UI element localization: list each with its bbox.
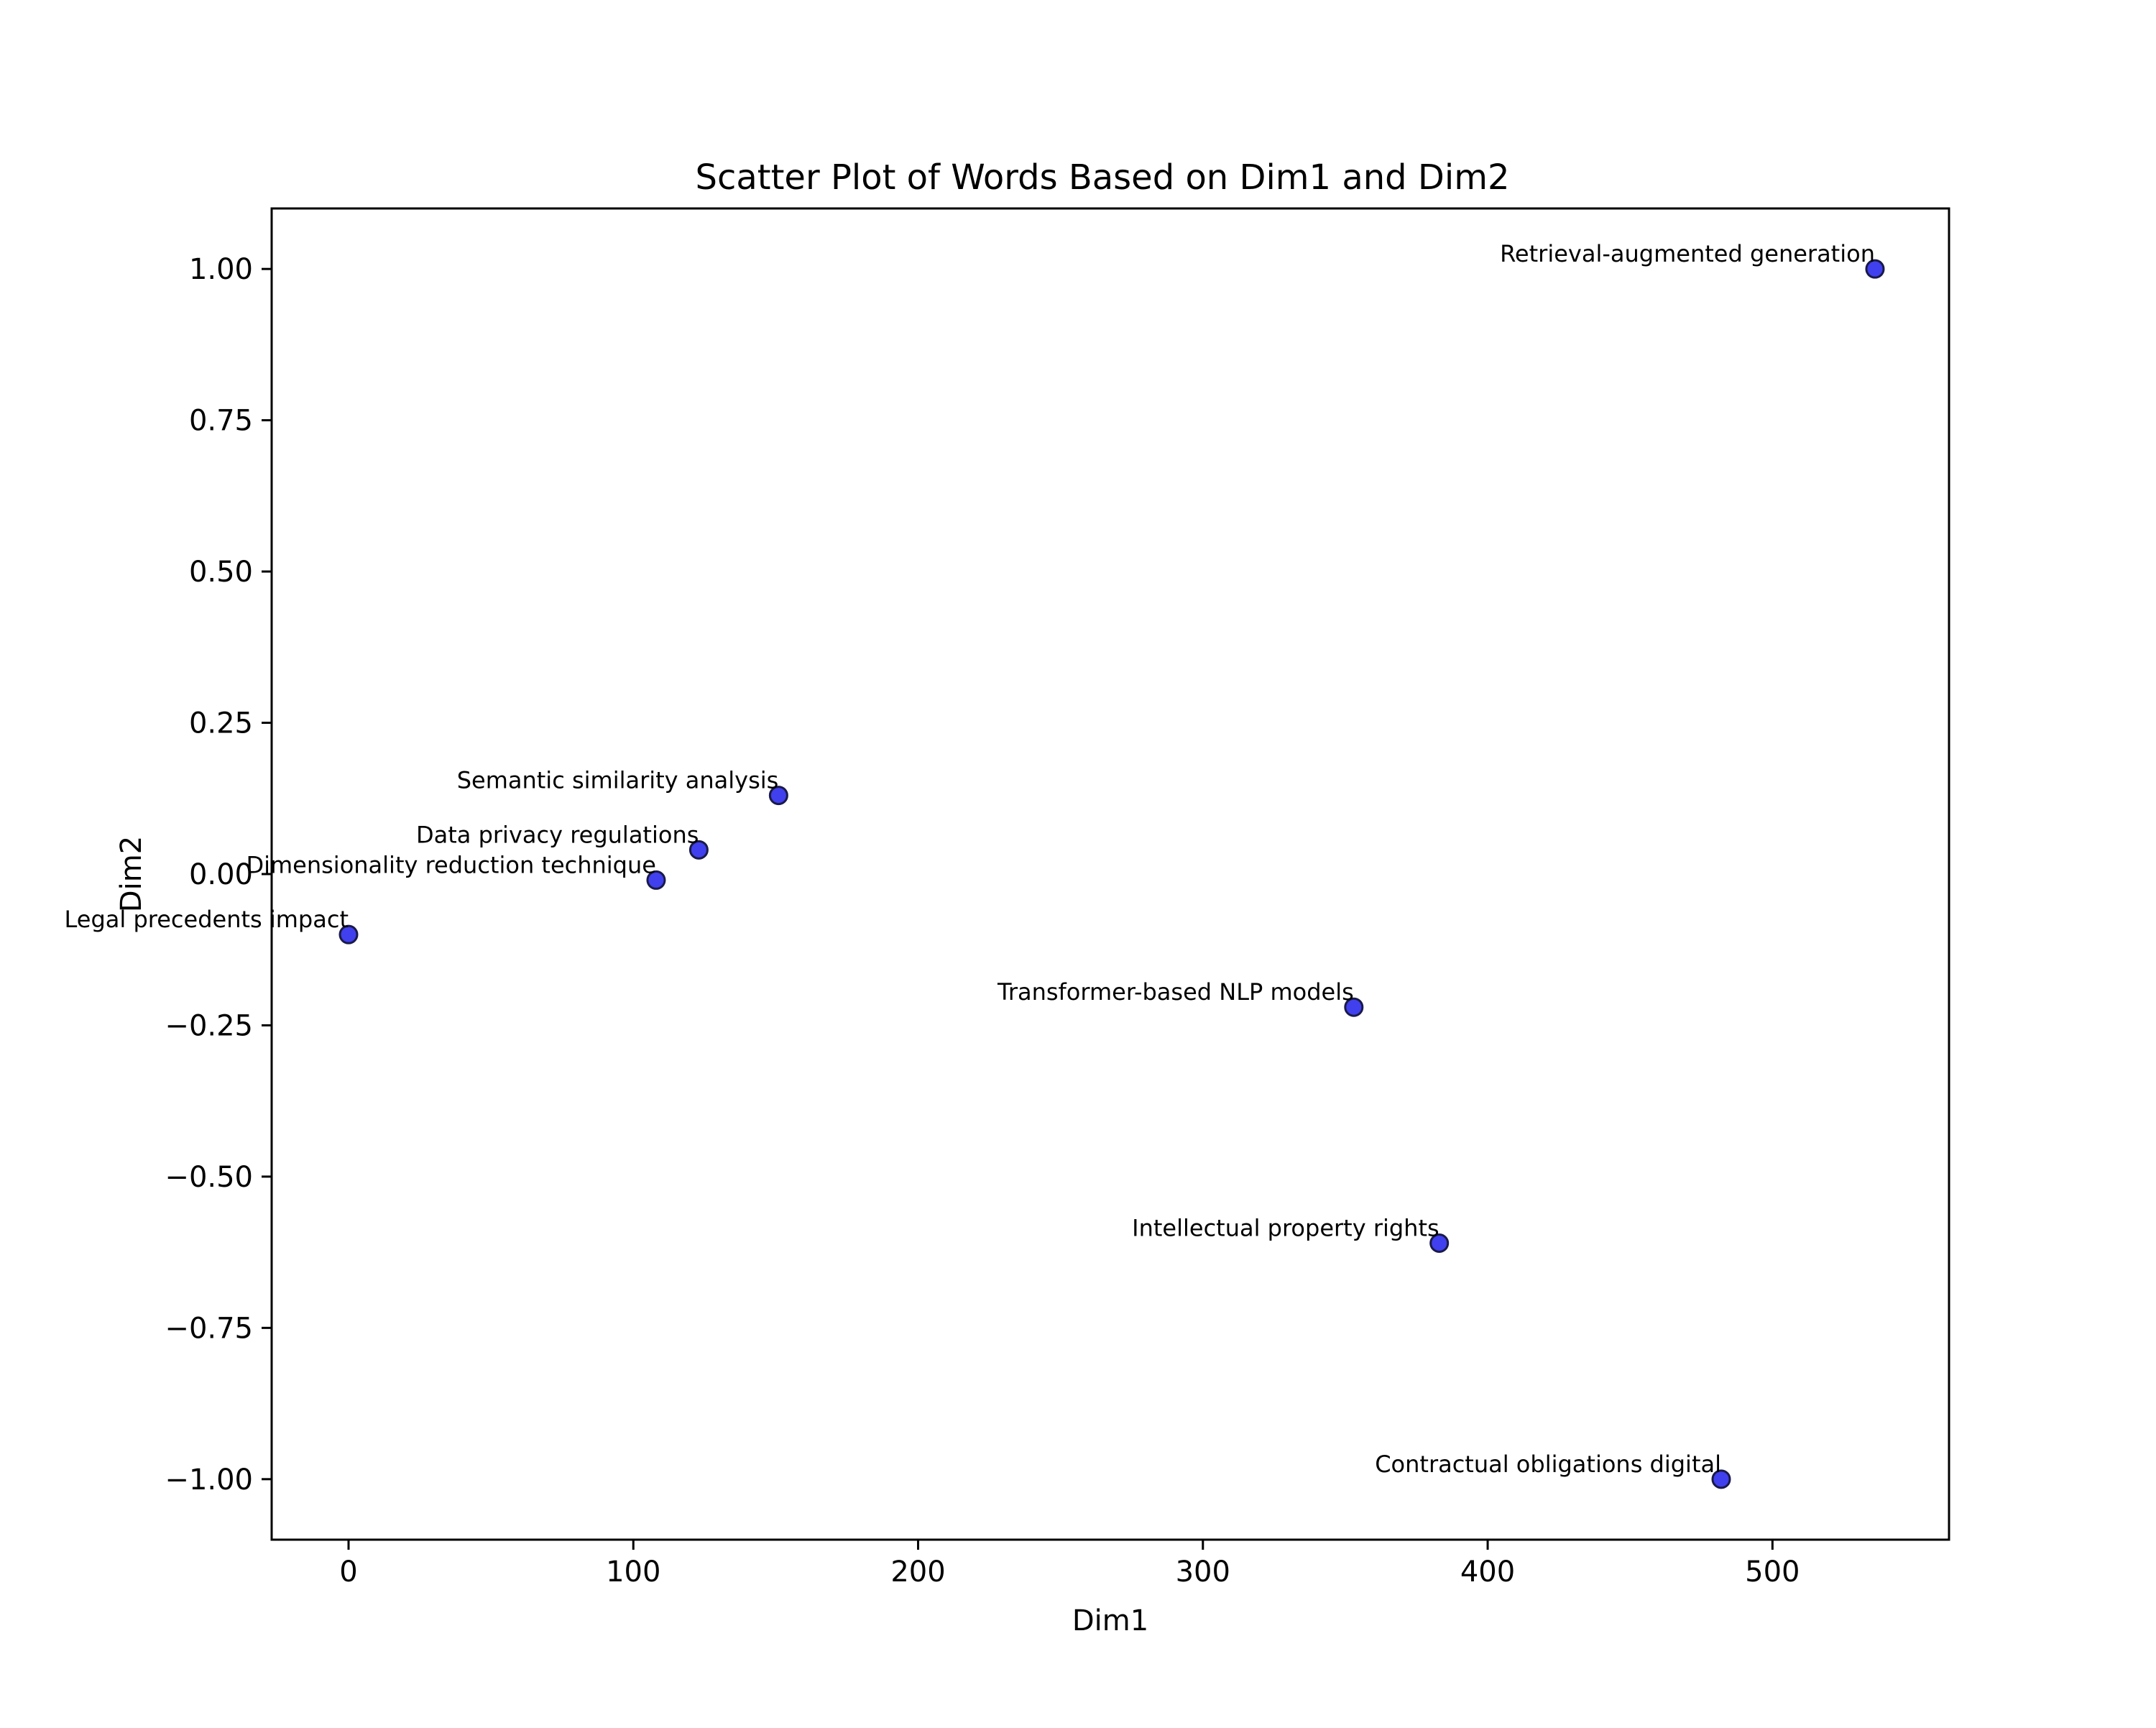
y-tick-label: −0.50 xyxy=(165,1161,253,1194)
y-tick-label: 0.50 xyxy=(189,556,253,589)
point-label: Legal precedents impact xyxy=(65,906,349,933)
data-point xyxy=(1865,259,1885,279)
x-tick-label: 500 xyxy=(1745,1555,1800,1589)
y-tick-label: −0.25 xyxy=(165,1009,253,1042)
point-label: Dimensionality reduction technique xyxy=(246,851,656,878)
point-label: Intellectual property rights xyxy=(1132,1215,1439,1242)
x-tick-label: 400 xyxy=(1460,1555,1515,1589)
point-label: Data privacy regulations xyxy=(416,821,699,848)
x-axis: 0 100 200 300 400 500 xyxy=(339,1540,1800,1589)
data-point xyxy=(1344,997,1364,1017)
x-tick-label: 100 xyxy=(606,1555,660,1589)
data-point xyxy=(1711,1469,1731,1489)
y-axis-label: Dim2 xyxy=(115,836,148,912)
y-tick-label: −1.00 xyxy=(165,1463,253,1497)
x-tick-label: 0 xyxy=(339,1555,357,1589)
x-tick-label: 300 xyxy=(1176,1555,1230,1589)
data-point xyxy=(646,870,666,890)
y-axis: 1.00 0.75 0.50 0.25 0.00 −0.25 −0.50 −0.75 −1.00 xyxy=(165,253,272,1497)
y-tick-label: 0.00 xyxy=(189,858,253,891)
y-tick-label: −0.75 xyxy=(165,1312,253,1345)
point-label: Retrieval-augmented generation xyxy=(1500,240,1875,267)
chart-title: Scatter Plot of Words Based on Dim1 and … xyxy=(696,157,1510,198)
y-tick-label: 0.75 xyxy=(189,405,253,438)
point-label: Contractual obligations digital xyxy=(1375,1451,1721,1478)
data-points: Retrieval-augmented generation Semantic s… xyxy=(65,240,1885,1489)
point-label: Semantic similarity analysis xyxy=(457,767,779,794)
x-tick-label: 200 xyxy=(890,1555,945,1589)
data-point xyxy=(688,840,709,860)
data-point xyxy=(338,924,359,945)
y-tick-label: 0.25 xyxy=(189,707,253,740)
y-tick-label: 1.00 xyxy=(189,253,253,286)
data-point xyxy=(768,786,788,806)
x-axis-label: Dim1 xyxy=(1072,1604,1148,1637)
data-point xyxy=(1429,1233,1450,1254)
point-label: Transformer-based NLP models xyxy=(997,978,1354,1006)
